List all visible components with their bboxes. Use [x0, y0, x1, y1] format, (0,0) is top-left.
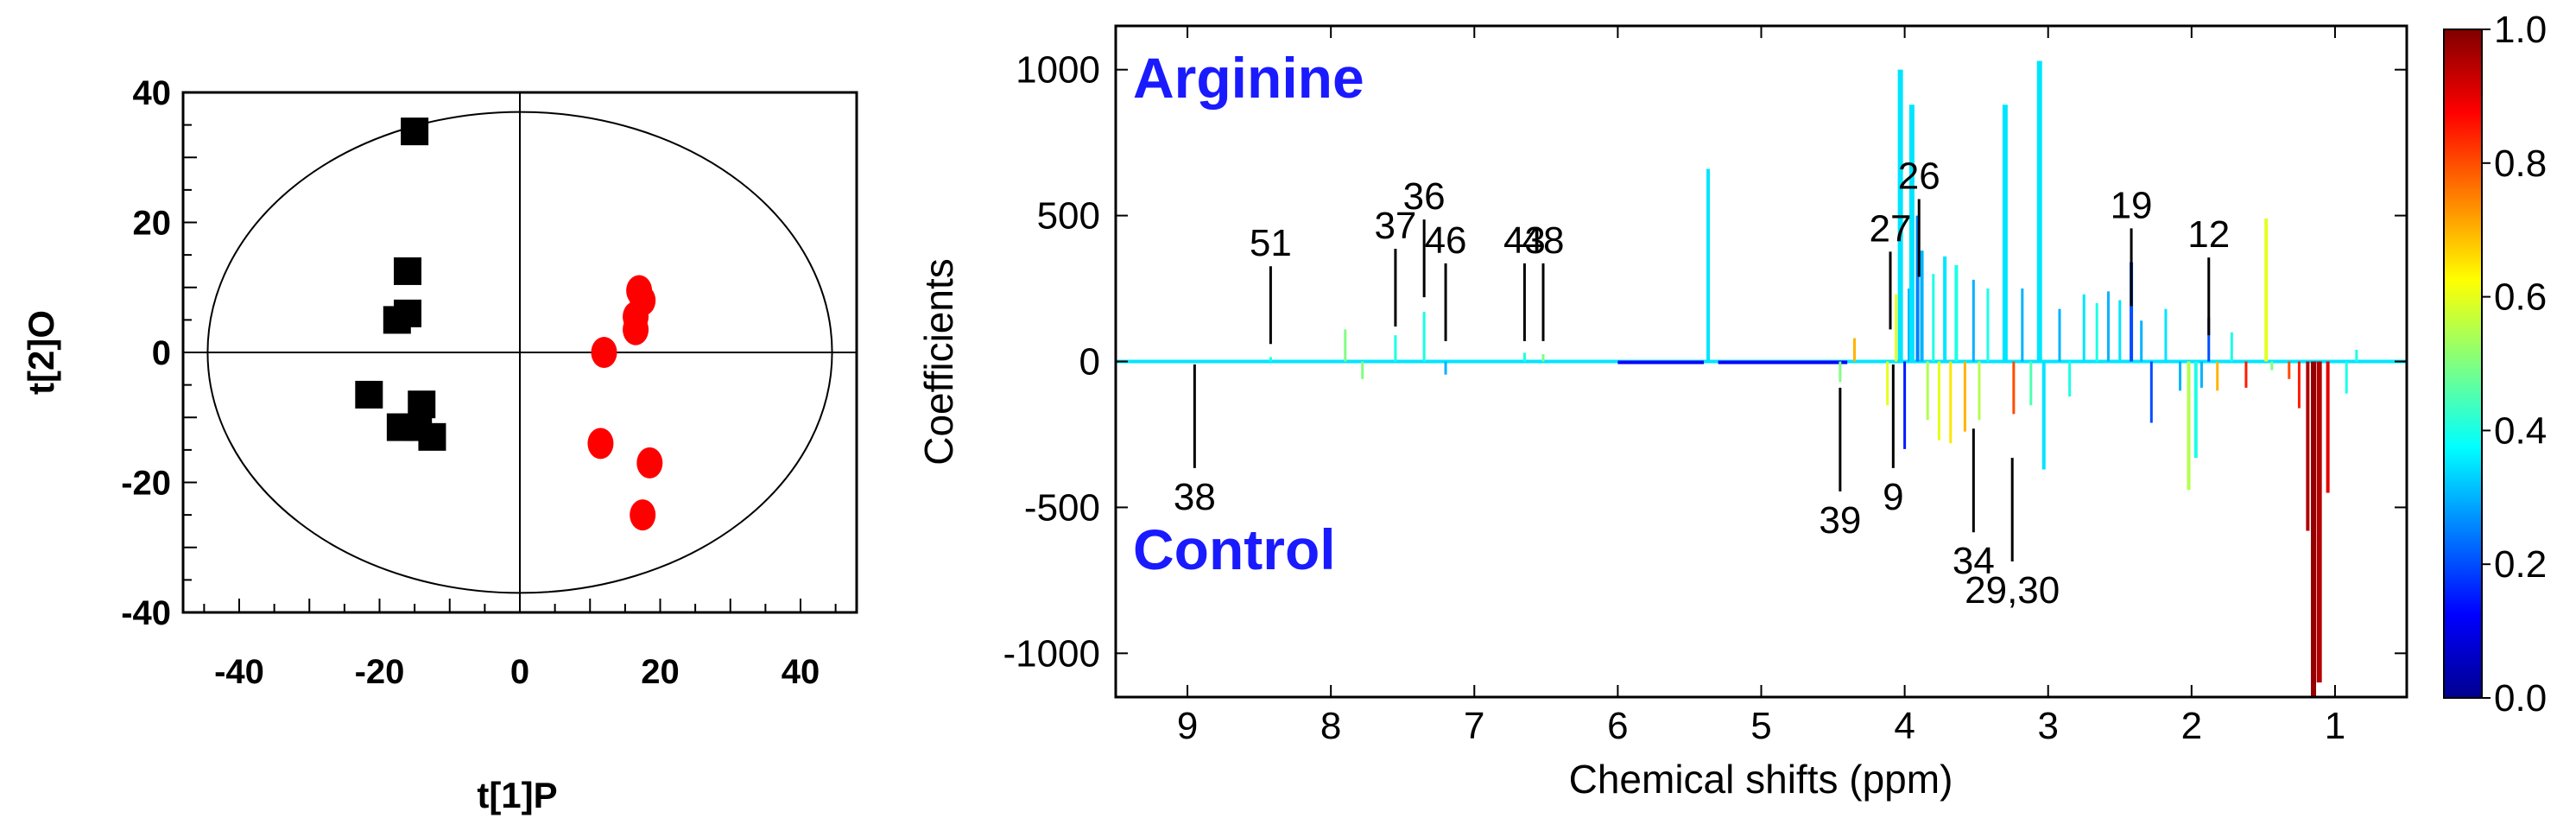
- x-tick-label: 9: [1177, 705, 1198, 747]
- colorbar: 1.0 0.8 0.6 0.4 0.2 0.0: [2443, 9, 2547, 720]
- peak-annotation-label: 39: [1819, 499, 1861, 542]
- arginine-sample-point: [587, 428, 614, 460]
- peak-annotation-label: 46: [1425, 219, 1467, 262]
- y-tick-label: 0: [1079, 341, 1100, 384]
- loadings-x-label: Chemical shifts (ppm): [1569, 757, 1953, 802]
- peak-annotation-label: 36: [1403, 175, 1446, 218]
- arginine-sample-point: [636, 447, 663, 479]
- x-tick-label: 20: [641, 653, 680, 691]
- x-tick-label: 3: [2037, 705, 2058, 747]
- x-tick-label: 5: [1750, 705, 1771, 747]
- colorbar-tick-label: 0.2: [2494, 543, 2547, 586]
- arginine-sample-point: [591, 337, 617, 368]
- score-plot-tick-labels: -40 -20 0 20 40 40 20 0 -20 -40: [121, 74, 820, 691]
- score-plot-zero-lines: [183, 92, 857, 612]
- peak-annotation-label: 19: [2111, 184, 2153, 226]
- colorbar-tick-label: 0.8: [2494, 143, 2547, 185]
- loadings-spectrum: [1116, 60, 2407, 697]
- control-sample-point: [383, 306, 411, 334]
- y-tick-label: -40: [121, 594, 171, 632]
- control-sample-point: [401, 117, 429, 146]
- colorbar-tick-label: 1.0: [2494, 9, 2547, 51]
- peak-annotation-label: 38: [1174, 476, 1216, 518]
- peak-annotation-label: 34: [1953, 540, 1995, 582]
- loadings-ticks: [1116, 26, 2407, 697]
- x-tick-label: 7: [1464, 705, 1484, 747]
- peak-annotation-label: 43: [1503, 219, 1546, 262]
- colorbar-tick-label: 0.4: [2494, 409, 2547, 452]
- x-tick-label: -40: [214, 653, 264, 691]
- y-tick-label: 40: [133, 74, 172, 112]
- colorbar-gradient: [2443, 29, 2483, 699]
- y-tick-label: 0: [152, 334, 171, 372]
- y-tick-label: -500: [1024, 486, 1100, 529]
- control-sample-point: [355, 380, 383, 409]
- peak-annotation-label: 9: [1883, 476, 1903, 518]
- peak-annotation-label: 29,30: [1965, 569, 2060, 612]
- peak-annotation-label: 48: [1522, 219, 1565, 262]
- score-plot-points: [355, 117, 663, 531]
- score-plot-y-label: t[2]O: [21, 310, 61, 395]
- x-tick-label: 6: [1607, 705, 1628, 747]
- peak-annotation-label: 37: [1374, 205, 1416, 247]
- arginine-group-label: Arginine: [1133, 46, 1364, 110]
- control-group-label: Control: [1133, 517, 1336, 581]
- y-tick-label: 500: [1037, 195, 1100, 238]
- y-tick-label: -1000: [1003, 632, 1100, 675]
- x-tick-label: 0: [510, 653, 529, 691]
- x-tick-label: 4: [1894, 705, 1915, 747]
- x-tick-label: 1: [2325, 705, 2345, 747]
- y-tick-label: -20: [121, 465, 171, 503]
- score-plot: -40 -20 0 20 40 40 20 0 -20 -40 t[1]P t[2]O: [21, 74, 858, 815]
- x-tick-label: 8: [1320, 705, 1341, 747]
- control-sample-point: [418, 422, 446, 451]
- colorbar-tick-label: 0.6: [2494, 276, 2547, 319]
- peak-annotation-label: 12: [2187, 213, 2230, 256]
- y-tick-label: 1000: [1016, 49, 1100, 92]
- x-tick-label: 2: [2181, 705, 2202, 747]
- peak-annotation-label: 51: [1250, 222, 1292, 264]
- peak-annotation-label: 27: [1870, 207, 1912, 250]
- score-plot-x-label: t[1]P: [477, 775, 557, 815]
- arginine-sample-point: [623, 314, 649, 346]
- y-tick-label: 20: [133, 205, 172, 243]
- peak-annotation-label: 26: [1898, 155, 1940, 198]
- x-tick-label: -20: [355, 653, 405, 691]
- colorbar-tick-label: 0.0: [2494, 677, 2547, 720]
- x-tick-label: 40: [782, 653, 820, 691]
- loadings-y-label: Coefficients: [916, 258, 961, 466]
- control-sample-point: [394, 257, 421, 285]
- colorbar-ticks: 1.0 0.8 0.6 0.4 0.2 0.0: [2482, 9, 2547, 720]
- arginine-sample-point: [630, 499, 656, 531]
